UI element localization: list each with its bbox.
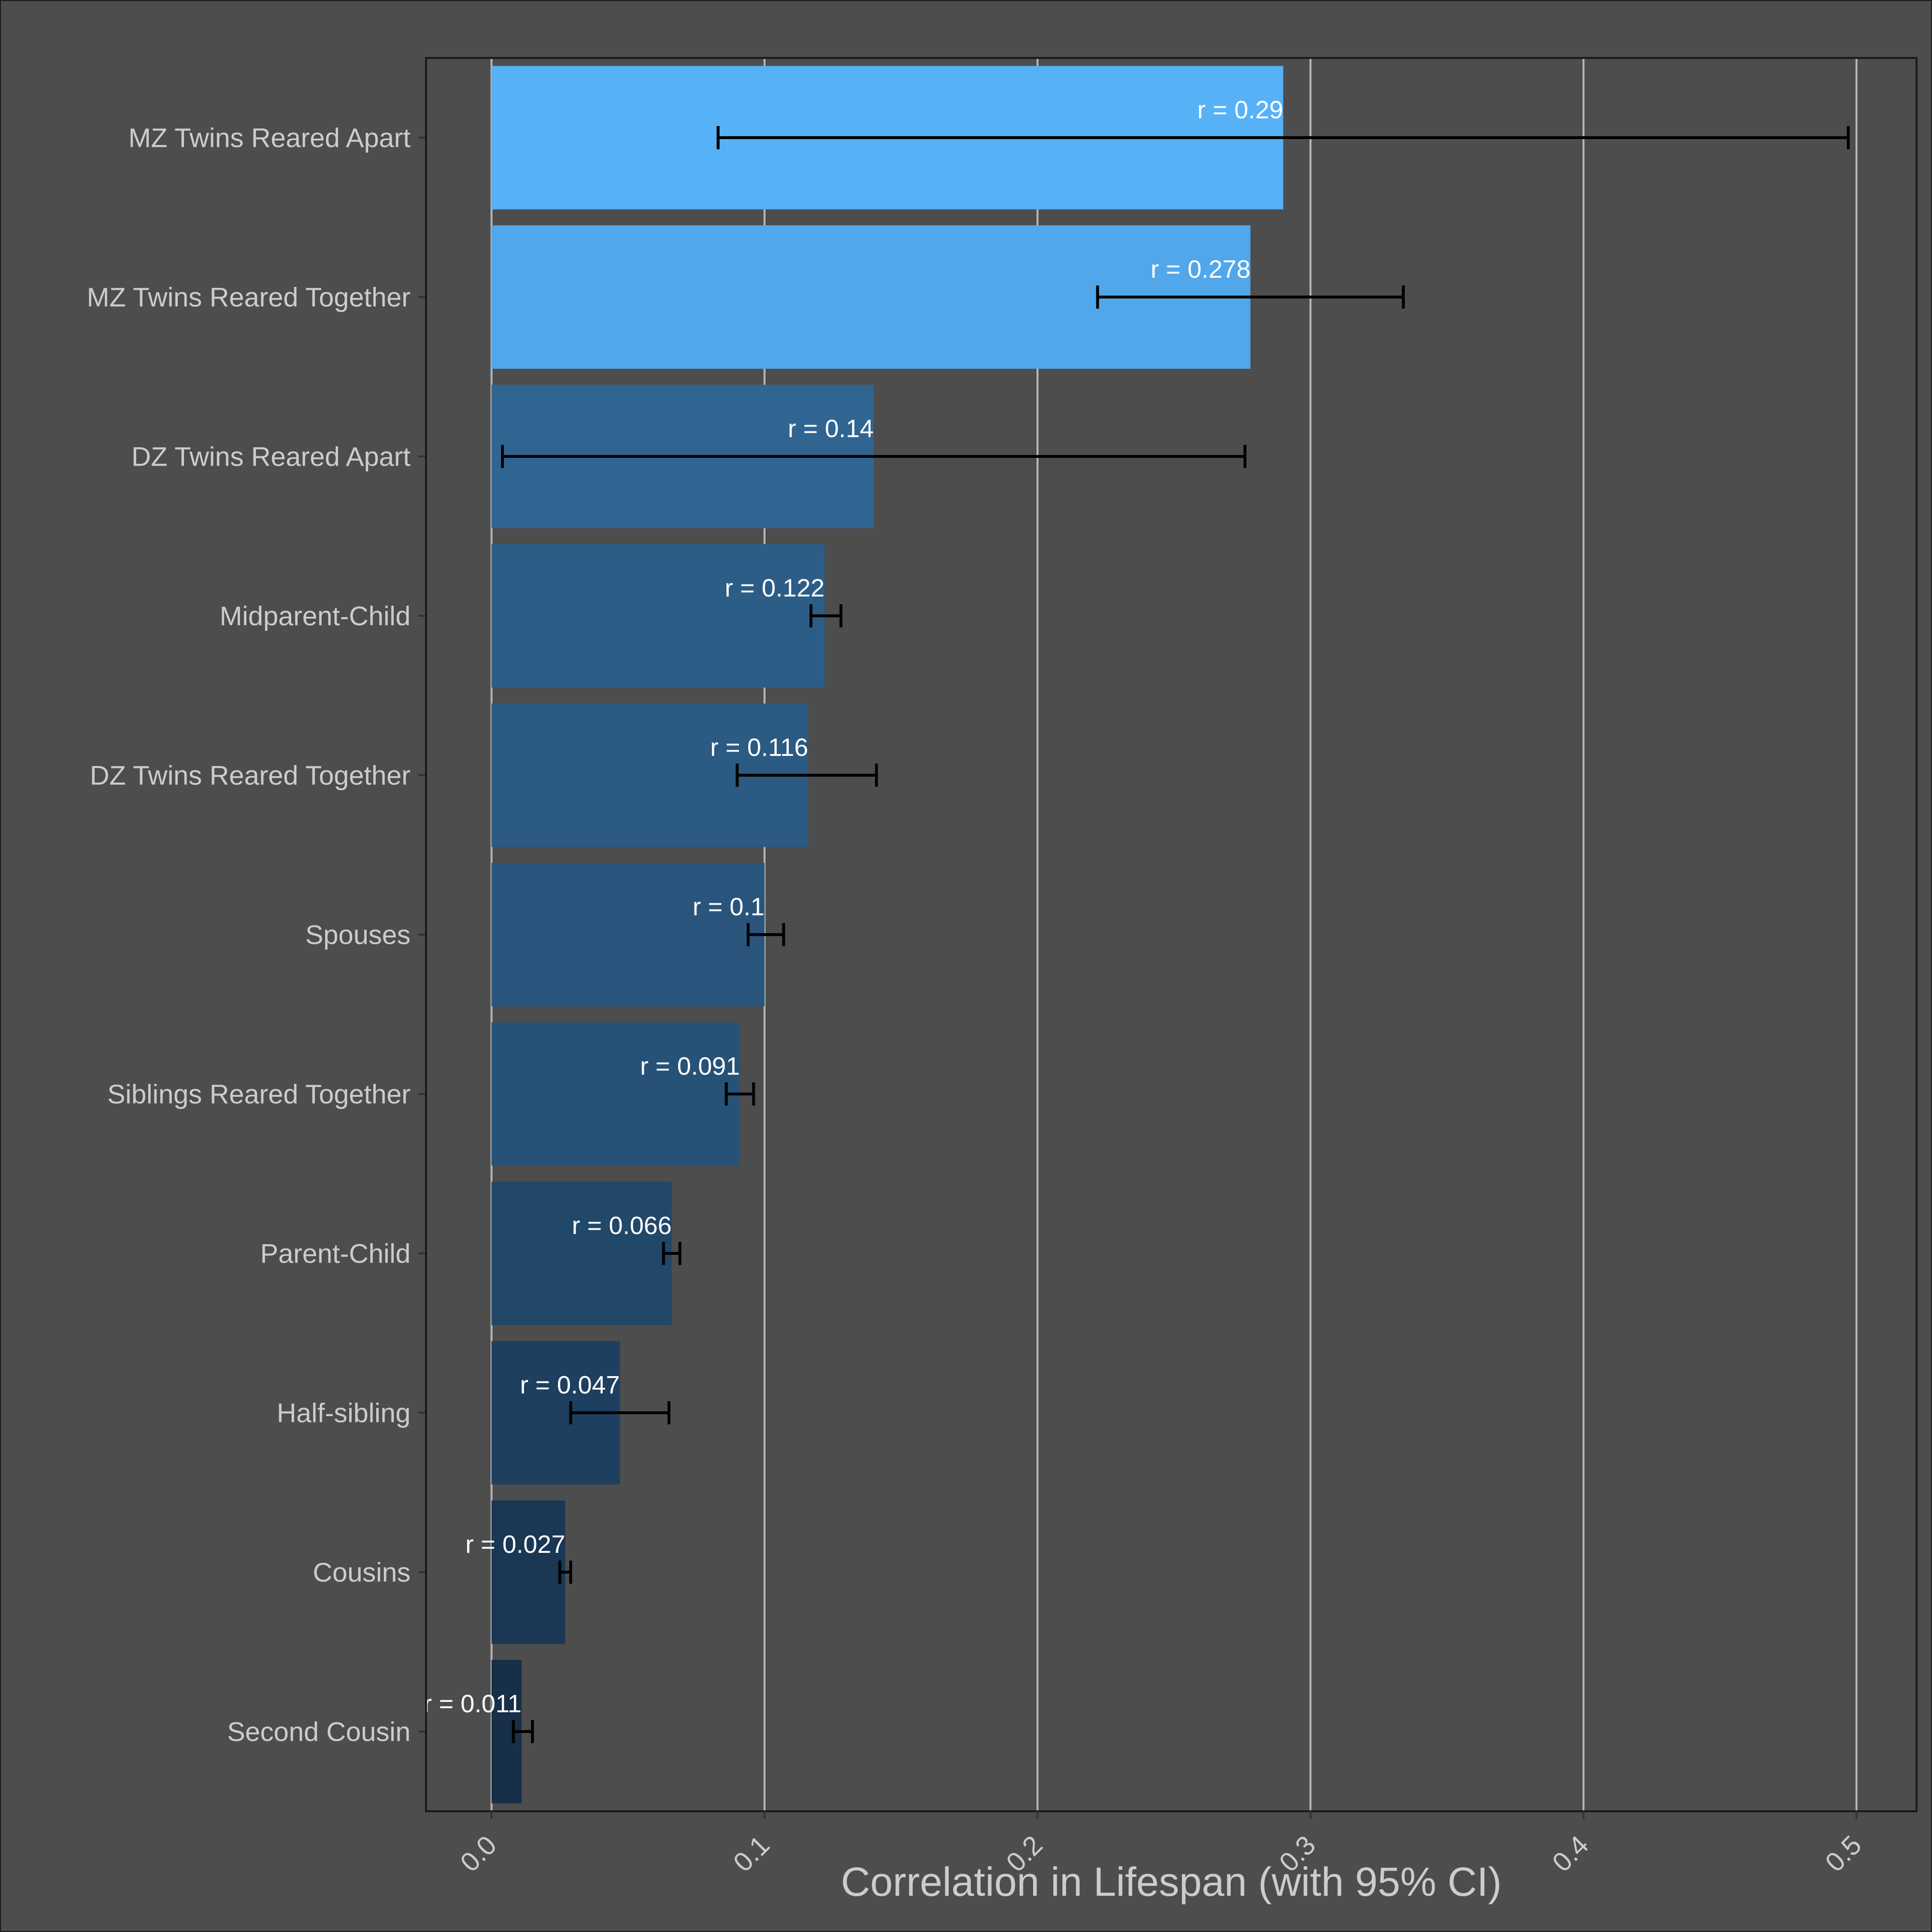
bar-7	[491, 1181, 672, 1325]
category-label-1: MZ Twins Reared Together	[87, 282, 411, 313]
data-label-2: r = 0.14	[788, 415, 874, 443]
category-label-2: DZ Twins Reared Apart	[131, 441, 411, 472]
category-label-9: Cousins	[313, 1557, 411, 1588]
bar-3	[491, 544, 825, 688]
bar-5	[491, 863, 765, 1007]
xtick-label-0: 0.0	[454, 1830, 502, 1878]
category-label-3: Midparent-Child	[220, 601, 411, 631]
xtick-label-4: 0.4	[1546, 1830, 1594, 1878]
category-label-8: Half-sibling	[277, 1398, 411, 1428]
data-label-5: r = 0.1	[693, 893, 765, 921]
category-label-4: DZ Twins Reared Together	[90, 760, 411, 791]
bar-6	[491, 1022, 740, 1166]
category-label-6: Siblings Reared Together	[107, 1079, 411, 1109]
category-label-7: Parent-Child	[260, 1238, 411, 1269]
data-label-8: r = 0.047	[520, 1371, 620, 1399]
data-label-10: r = 0.011	[424, 1690, 522, 1718]
data-label-6: r = 0.091	[640, 1052, 740, 1080]
category-label-0: MZ Twins Reared Apart	[128, 123, 411, 153]
xtick-label-5: 0.5	[1819, 1830, 1867, 1878]
category-label-5: Spouses	[305, 920, 411, 950]
bar-9	[491, 1500, 566, 1644]
data-label-9: r = 0.027	[466, 1531, 566, 1559]
data-label-3: r = 0.122	[724, 574, 824, 602]
data-label-4: r = 0.116	[710, 734, 808, 762]
data-label-0: r = 0.29	[1197, 96, 1283, 124]
x-axis-title: Correlation in Lifespan (with 95% CI)	[841, 1859, 1502, 1904]
data-label-7: r = 0.066	[572, 1212, 672, 1240]
plot-border	[425, 57, 1918, 1812]
data-label-1: r = 0.278	[1151, 256, 1250, 284]
category-label-10: Second Cousin	[227, 1717, 411, 1747]
xtick-label-1: 0.1	[727, 1830, 776, 1878]
